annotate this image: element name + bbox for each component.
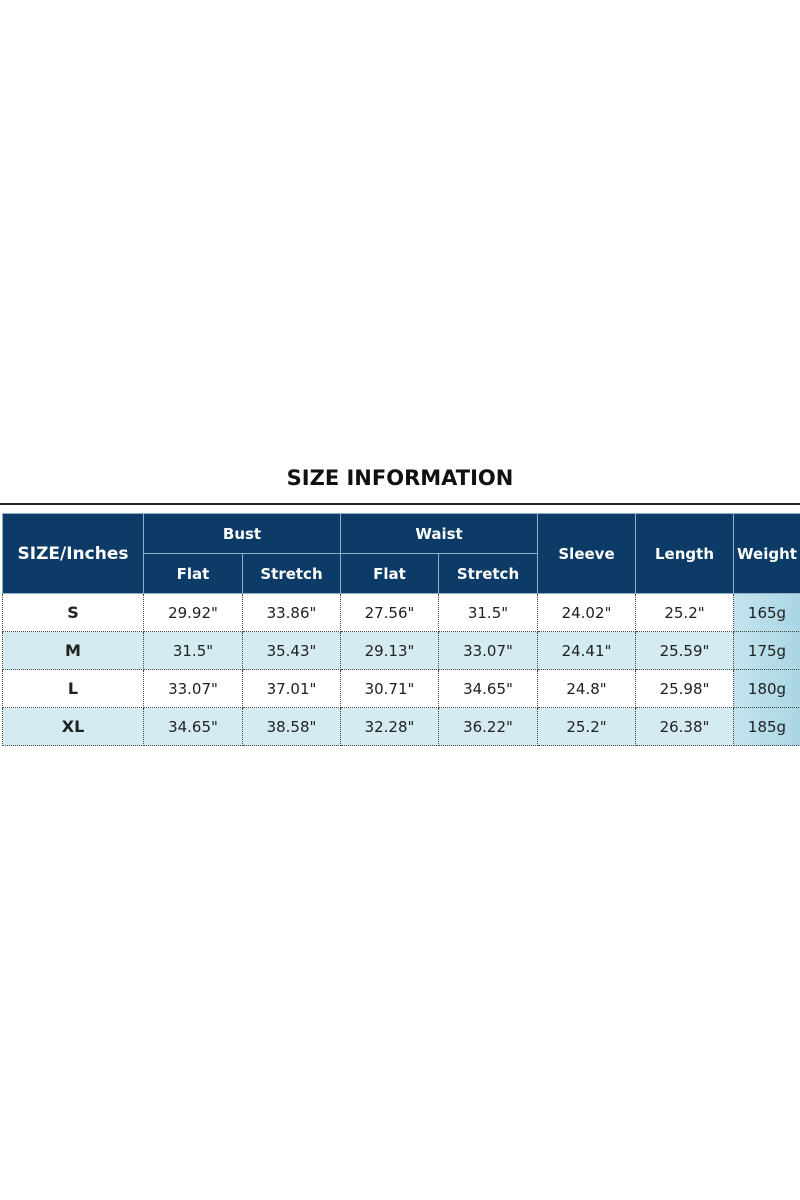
cell-waist-flat: 30.71" [340,669,439,708]
cell-size: XL [2,707,144,746]
cell-bust-flat: 34.65" [143,707,243,746]
title-divider [0,503,800,505]
cell-weight: 180g [733,669,800,708]
cell-weight: 175g [733,631,800,670]
header-bust: Bust [143,513,341,554]
cell-sleeve: 25.2" [537,707,636,746]
cell-waist-stretch: 34.65" [438,669,538,708]
table-row: M 31.5" 35.43" 29.13" 33.07" 24.41" 25.59" 175g [2,631,800,670]
header-size: SIZE/Inches [2,513,144,594]
page-title: SIZE INFORMATION [286,466,514,490]
table-row: XL 34.65" 38.58" 32.28" 36.22" 25.2" 26.38" 185… [2,707,800,746]
header-bust-stretch: Stretch [242,553,341,594]
cell-length: 26.38" [635,707,734,746]
cell-bust-flat: 33.07" [143,669,243,708]
cell-waist-flat: 32.28" [340,707,439,746]
cell-sleeve: 24.8" [537,669,636,708]
cell-size: M [2,631,144,670]
cell-size: L [2,669,144,708]
cell-length: 25.98" [635,669,734,708]
cell-bust-flat: 31.5" [143,631,243,670]
cell-waist-stretch: 36.22" [438,707,538,746]
header-waist-stretch: Stretch [438,553,538,594]
cell-waist-stretch: 31.5" [438,593,538,632]
header-waist-flat: Flat [340,553,439,594]
header-length: Length [635,513,734,594]
cell-weight: 165g [733,593,800,632]
cell-waist-flat: 27.56" [340,593,439,632]
cell-size: S [2,593,144,632]
cell-weight: 185g [733,707,800,746]
cell-waist-stretch: 33.07" [438,631,538,670]
header-weight: Weight [733,513,800,594]
cell-length: 25.59" [635,631,734,670]
size-table: SIZE/Inches Bust Waist Sleeve Length Wei… [2,513,800,746]
table-row: L 33.07" 37.01" 30.71" 34.65" 24.8" 25.98" 180g [2,669,800,708]
header-sleeve: Sleeve [537,513,636,594]
table-row: S 29.92" 33.86" 27.56" 31.5" 24.02" 25.2" 165g [2,593,800,632]
cell-bust-stretch: 38.58" [242,707,341,746]
cell-sleeve: 24.41" [537,631,636,670]
cell-sleeve: 24.02" [537,593,636,632]
cell-length: 25.2" [635,593,734,632]
cell-bust-stretch: 37.01" [242,669,341,708]
cell-waist-flat: 29.13" [340,631,439,670]
cell-bust-flat: 29.92" [143,593,243,632]
header-waist: Waist [340,513,538,554]
header-bust-flat: Flat [143,553,243,594]
cell-bust-stretch: 35.43" [242,631,341,670]
cell-bust-stretch: 33.86" [242,593,341,632]
